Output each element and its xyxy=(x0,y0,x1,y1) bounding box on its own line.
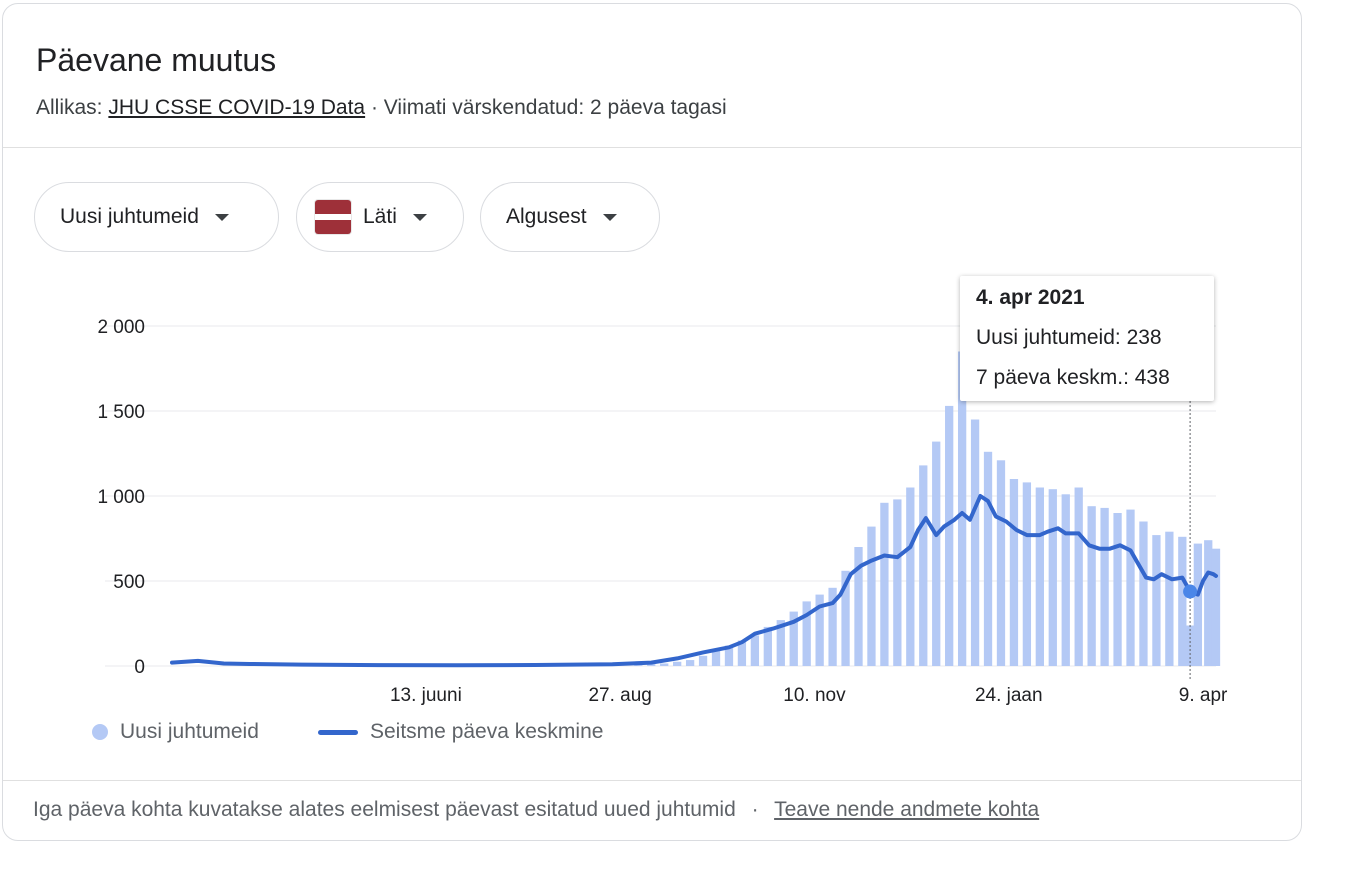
bar xyxy=(750,635,760,666)
bar xyxy=(1074,487,1083,666)
bar xyxy=(945,405,954,666)
y-tick-label: 1 000 xyxy=(97,487,145,508)
legend-item-bars[interactable]: Uusi juhtumeid xyxy=(92,720,259,744)
tooltip-new-cases: Uusi juhtumeid: 238 xyxy=(976,326,1162,349)
bar xyxy=(711,650,721,666)
metric-dropdown-label: Uusi juhtumeid xyxy=(60,205,199,228)
bar xyxy=(724,645,734,666)
bar xyxy=(1139,521,1148,666)
bar xyxy=(1204,540,1213,666)
legend-item-line[interactable]: Seitsme päeva keskmine xyxy=(318,720,603,744)
covid-card: Päevane muutus Allikas: JHU CSSE COVID-1… xyxy=(2,3,1302,841)
bar xyxy=(1165,531,1174,666)
bar xyxy=(867,526,876,666)
metric-dropdown[interactable]: Uusi juhtumeid xyxy=(34,182,279,252)
x-tick-label: 24. jaan xyxy=(975,685,1043,706)
bar xyxy=(854,547,863,666)
bar xyxy=(1061,494,1070,666)
bar xyxy=(763,626,772,666)
bar xyxy=(828,587,837,666)
y-tick-label: 500 xyxy=(113,572,145,593)
bar xyxy=(1152,535,1161,666)
bar xyxy=(919,465,928,666)
bar xyxy=(660,663,669,666)
y-tick-label: 1 500 xyxy=(97,402,145,423)
bar xyxy=(841,570,850,666)
bar xyxy=(970,419,980,666)
x-tick-label: 13. juuni xyxy=(390,685,462,706)
bar xyxy=(789,611,798,666)
bar xyxy=(815,594,824,666)
chevron-down-icon xyxy=(214,213,229,221)
footer-divider xyxy=(3,780,1301,781)
country-dropdown-label: Läti xyxy=(363,205,397,228)
bar xyxy=(1113,513,1122,666)
source-prefix: Allikas: xyxy=(36,96,103,119)
bar xyxy=(776,620,785,666)
chevron-down-icon xyxy=(602,213,617,221)
bar xyxy=(1009,479,1019,666)
tooltip-date: 4. apr 2021 xyxy=(976,286,1085,309)
legend-bars-label: Uusi juhtumeid xyxy=(120,720,259,743)
bar xyxy=(737,640,747,666)
legend-line-icon xyxy=(318,729,358,735)
bar xyxy=(893,499,902,666)
footer: Iga päeva kohta kuvatakse alates eelmise… xyxy=(33,798,1039,822)
footer-text: Iga päeva kohta kuvatakse alates eelmise… xyxy=(33,798,736,821)
period-dropdown-label: Algusest xyxy=(506,205,587,228)
bar xyxy=(983,451,993,666)
updated-text: · Viimati värskendatud: 2 päeva tagasi xyxy=(370,96,727,119)
average-line xyxy=(170,494,1218,668)
bar xyxy=(880,502,889,666)
legend-dot-icon xyxy=(92,724,108,740)
bar xyxy=(932,441,941,666)
header-divider xyxy=(3,147,1301,148)
card-title: Päevane muutus xyxy=(36,42,277,78)
bar xyxy=(1048,489,1057,666)
bar xyxy=(1035,487,1044,666)
tooltip-average: 7 päeva keskm.: 438 xyxy=(976,366,1170,389)
bar xyxy=(906,487,915,666)
chart-tooltip: 4. apr 2021 Uusi juhtumeid: 238 7 päeva … xyxy=(960,276,1214,401)
bar xyxy=(1100,507,1109,666)
bar xyxy=(802,601,811,666)
y-tick-label: 0 xyxy=(134,657,145,678)
legend-line-label: Seitsme päeva keskmine xyxy=(370,720,604,743)
bar xyxy=(1087,506,1096,666)
bar xyxy=(957,351,967,666)
source-link[interactable]: JHU CSSE COVID-19 Data xyxy=(108,96,366,119)
source-line: Allikas: JHU CSSE COVID-19 Data · Viimat… xyxy=(36,96,727,120)
bar xyxy=(1126,509,1135,666)
x-tick-label: 9. apr xyxy=(1179,685,1228,706)
bar xyxy=(1193,543,1203,666)
about-data-link[interactable]: Teave nende andmete kohta xyxy=(774,798,1040,821)
country-dropdown[interactable]: Läti xyxy=(296,182,464,252)
y-tick-label: 2 000 xyxy=(97,317,145,338)
period-dropdown[interactable]: Algusest xyxy=(480,182,660,252)
bar xyxy=(1022,482,1032,666)
chevron-down-icon xyxy=(412,213,427,221)
x-tick-label: 10. nov xyxy=(783,685,846,706)
latvia-flag-icon xyxy=(315,200,351,234)
bar xyxy=(698,655,708,666)
x-tick-label: 27. aug xyxy=(588,685,651,706)
bar xyxy=(1211,548,1221,666)
highlight-point xyxy=(1183,584,1198,599)
bar xyxy=(647,664,656,666)
bar xyxy=(634,665,643,666)
bar xyxy=(1178,536,1187,666)
bar xyxy=(996,460,1006,666)
bar xyxy=(673,661,682,666)
bar xyxy=(685,660,695,666)
footer-separator: · xyxy=(751,798,759,821)
